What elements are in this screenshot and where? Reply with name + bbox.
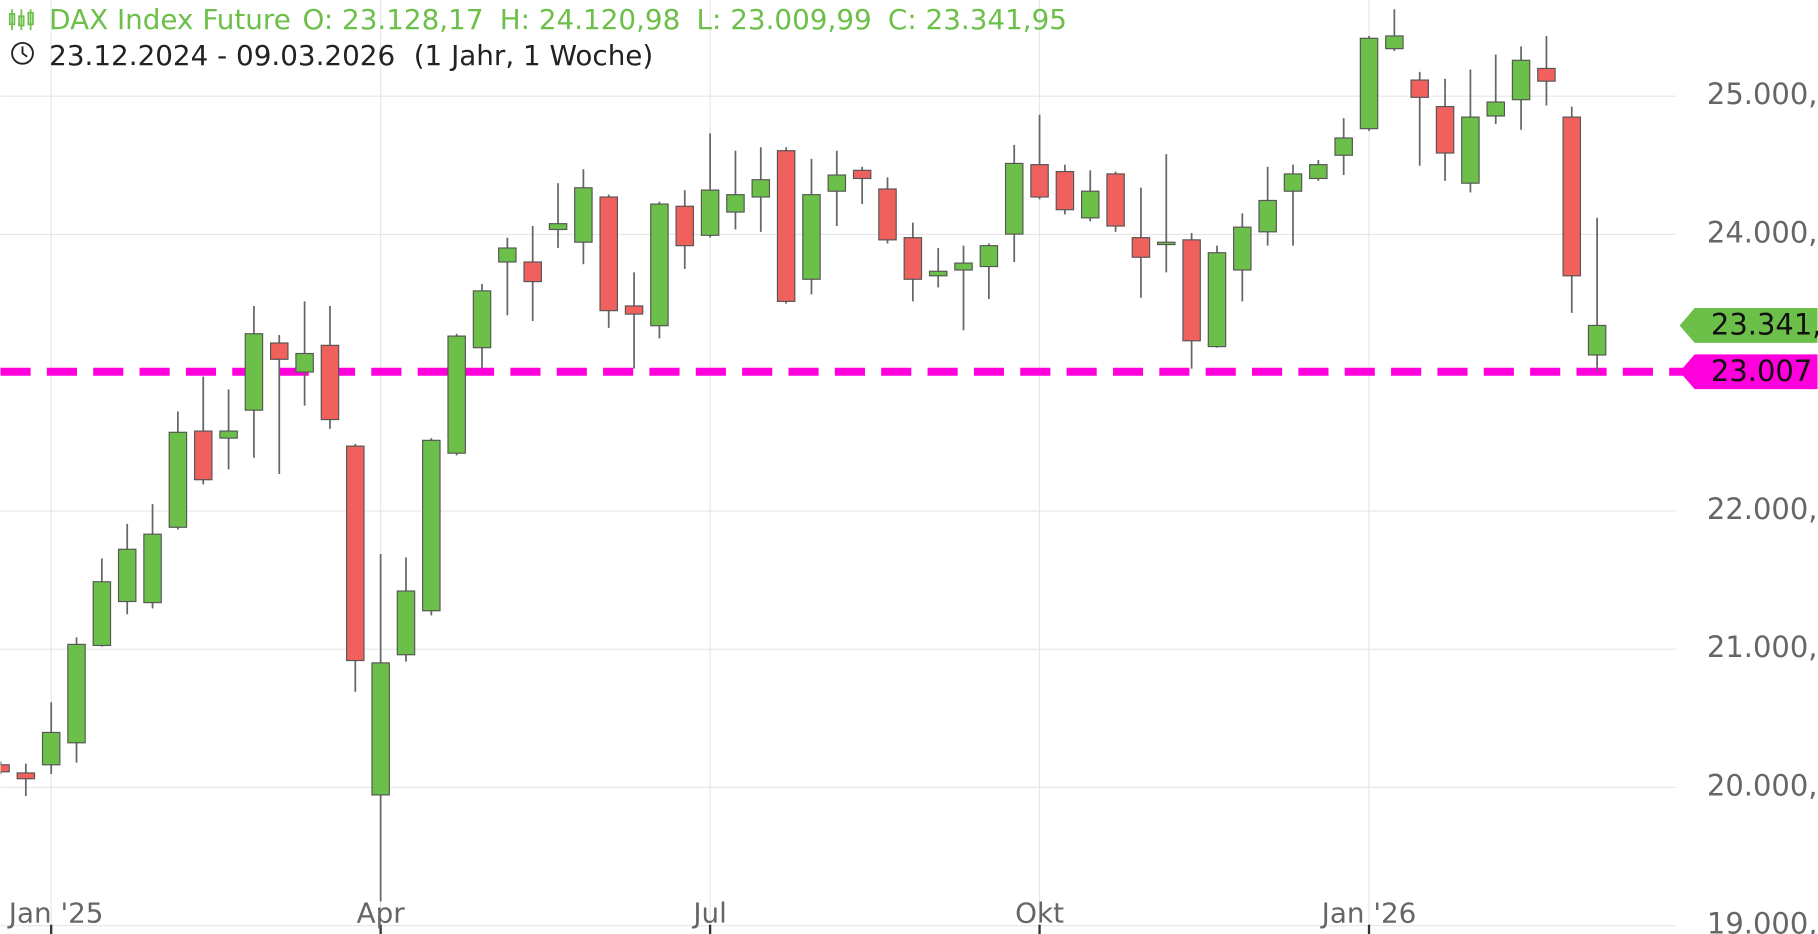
candle-body — [41, 731, 61, 766]
candle-body — [574, 187, 593, 243]
candle-body — [1106, 173, 1125, 227]
candle-body — [548, 223, 568, 231]
candle-body — [346, 445, 365, 662]
low: L: 23.009,99 — [697, 3, 872, 36]
candle-body — [1334, 137, 1353, 156]
candle-body — [700, 189, 720, 236]
header-range: 23.12.2024 - 09.03.2026 (1 Jahr, 1 Woche) — [49, 39, 653, 72]
candle-body — [1359, 37, 1379, 130]
candle-body — [1258, 199, 1277, 233]
candle-body — [422, 439, 441, 612]
candle-body — [1157, 241, 1176, 246]
candle-body — [928, 270, 948, 277]
date-range: 23.12.2024 - 09.03.2026 — [49, 39, 395, 72]
close: C: 23.341,95 — [888, 3, 1067, 36]
legend-header: DAX Index Future O: 23.128,17 H: 24.120,98… — [8, 3, 1067, 72]
high: H: 24.120,98 — [500, 3, 681, 36]
candle-body — [472, 290, 492, 349]
candle-body — [751, 179, 771, 198]
header-quote: DAX Index Future O: 23.128,17 H: 24.120,98… — [49, 3, 1067, 36]
candle-body — [523, 261, 542, 283]
candle-body — [650, 203, 669, 327]
candle-body — [675, 205, 695, 247]
candle-body — [143, 533, 162, 604]
candle-body — [117, 548, 137, 603]
candle-body — [498, 247, 517, 263]
candle-body — [726, 194, 745, 213]
y-tick-label: 20.000, — [1707, 768, 1818, 802]
candle-body — [878, 188, 897, 241]
x-tick-label: Apr — [357, 896, 406, 929]
candle-body — [244, 333, 264, 411]
candle-body — [1486, 101, 1506, 117]
candle-body — [979, 245, 999, 268]
candle-body — [0, 764, 10, 773]
x-tick-label: Jan '26 — [1320, 896, 1417, 929]
last-price-tag — [1679, 308, 1818, 343]
candle-body — [1283, 173, 1303, 192]
candle-body — [193, 430, 213, 481]
candle-body — [219, 430, 238, 439]
candle-body — [1004, 162, 1024, 235]
candle-body — [852, 169, 872, 180]
x-tick-label: Jan '25 — [7, 896, 104, 929]
grid — [0, 0, 1677, 934]
instrument: DAX Index Future — [49, 3, 291, 36]
candle-body — [599, 196, 618, 312]
candle-body — [371, 662, 390, 796]
y-tick-label: 21.000, — [1707, 630, 1818, 664]
candle-body — [168, 431, 188, 528]
candle-body — [1080, 190, 1100, 219]
clock-icon — [11, 41, 34, 65]
candle-body — [903, 237, 923, 280]
reference-label: 23.007 — [1711, 354, 1812, 388]
candle-body — [954, 262, 973, 271]
candle-body — [1461, 116, 1480, 184]
candle-icon — [8, 9, 34, 31]
candle-body — [1385, 35, 1404, 50]
candle-body — [1587, 324, 1607, 356]
y-tick-label: 24.000, — [1707, 215, 1818, 249]
candle-body — [1435, 106, 1455, 154]
candle-body — [447, 335, 466, 454]
candle-body — [295, 352, 314, 373]
candle-body — [1030, 164, 1049, 198]
y-tick-label: 22.000, — [1707, 492, 1818, 526]
plot-area — [0, 9, 1607, 902]
candle-body — [1182, 239, 1201, 342]
candle-body — [827, 174, 847, 192]
candle-body — [802, 194, 821, 280]
open: O: 23.128,17 — [302, 3, 483, 36]
candle-body — [1537, 67, 1556, 82]
candle-body — [92, 581, 112, 647]
candle-body — [320, 344, 340, 421]
candle-body — [16, 772, 36, 780]
reference-tag — [1679, 354, 1818, 390]
last-price-label: 23.341, — [1711, 308, 1818, 342]
candle-body — [1410, 79, 1429, 98]
candle-body — [67, 643, 86, 744]
candle-body — [1562, 116, 1582, 277]
duration: (1 Jahr, 1 Woche) — [414, 39, 654, 72]
candle-body — [1131, 237, 1151, 258]
candle-body — [624, 305, 644, 315]
candle-body — [269, 342, 289, 360]
candle-body — [1511, 59, 1531, 101]
candle-body — [1207, 252, 1227, 348]
candle-body — [396, 590, 416, 656]
x-tick-label: Jul — [691, 896, 727, 929]
candle-body — [776, 150, 796, 302]
y-tick-label: 25.000, — [1707, 77, 1818, 111]
candle-body — [1233, 226, 1252, 271]
axes: 19.000, 20.000, 21.000, 22.000, 24.000, 25.00… — [7, 77, 1818, 934]
candle-body — [1309, 164, 1328, 180]
x-tick-label: Okt — [1015, 896, 1064, 929]
y-tick-label: 19.000, — [1707, 907, 1818, 934]
candle-body — [1055, 170, 1075, 211]
